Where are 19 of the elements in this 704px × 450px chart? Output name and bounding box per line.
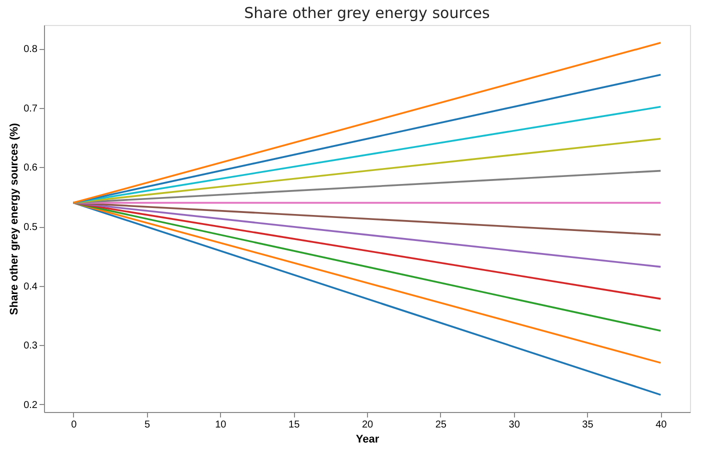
y-axis-title: Share other grey energy sources (%): [8, 122, 21, 315]
x-tick-label: 0: [71, 420, 78, 430]
y-tick-label: 0.3: [24, 340, 38, 352]
x-tick-label: 5: [144, 420, 150, 430]
y-tick-label: 0.5: [24, 222, 38, 233]
y-tick-label: 0.2: [24, 400, 38, 411]
x-tick-label: 30: [508, 420, 520, 430]
x-tick-label: 25: [435, 420, 447, 430]
chart-title: Share other grey energy sources: [244, 4, 490, 22]
x-axis-title: Year: [356, 434, 380, 446]
y-tick-label: 0.7: [24, 103, 38, 114]
x-tick-label: 35: [582, 420, 594, 430]
y-tick-label: 0.6: [24, 162, 38, 174]
x-tick-label: 40: [656, 420, 668, 430]
y-tick-label: 0.4: [24, 281, 38, 292]
x-tick-label: 15: [288, 420, 300, 430]
x-tick-label: 10: [215, 420, 227, 430]
y-tick-label: 0.8: [24, 44, 38, 56]
x-tick-label: 20: [362, 420, 374, 430]
